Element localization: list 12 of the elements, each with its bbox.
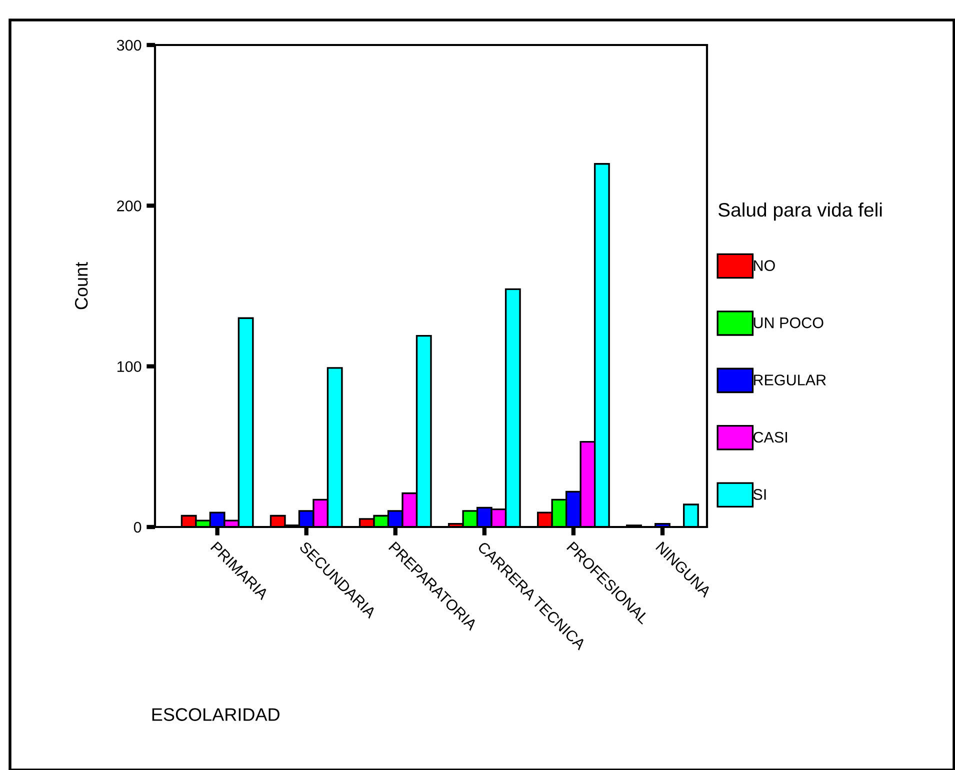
legend-label: SI	[753, 489, 766, 500]
legend-label: NO	[754, 260, 775, 271]
legend-title: Salud para vida feli	[718, 202, 882, 221]
legend-label: UN POCO	[754, 317, 824, 328]
y-tick-label: 300	[116, 40, 142, 51]
legend-label: CASI	[754, 432, 787, 443]
y-tick-label: 0	[134, 522, 142, 533]
legend-label: REGULAR	[754, 374, 826, 386]
y-tick-label: 200	[117, 200, 142, 212]
y-axis-title: Count	[74, 262, 88, 310]
y-tick-label: 100	[117, 361, 142, 372]
x-axis-title: ESCOLARIDAD	[152, 708, 280, 721]
